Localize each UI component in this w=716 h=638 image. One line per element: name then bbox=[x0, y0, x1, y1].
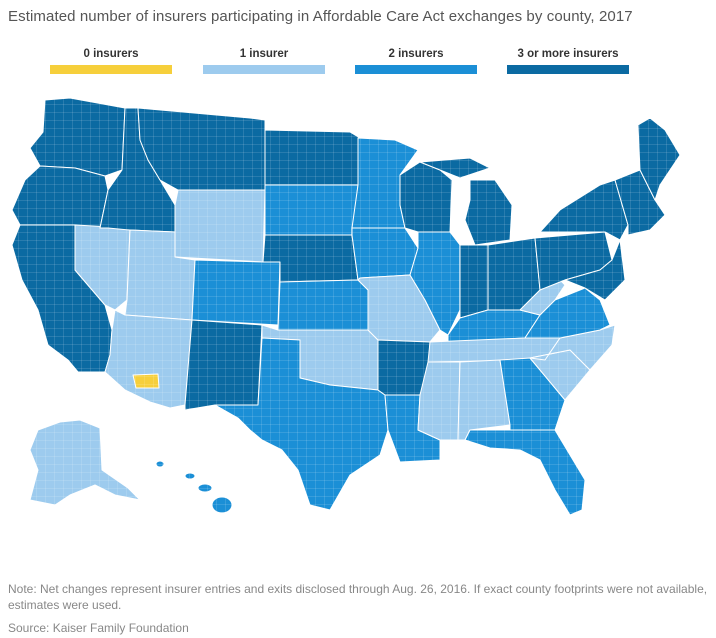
region-arizona bbox=[104, 309, 193, 409]
region-north-dakota bbox=[264, 129, 361, 186]
legend-swatch-2 bbox=[355, 65, 477, 74]
region-iowa bbox=[351, 227, 419, 281]
chart-title: Estimated number of insurers participati… bbox=[8, 8, 633, 25]
legend-label-3: 3 or more insurers bbox=[517, 48, 619, 60]
region-hawaii-4 bbox=[155, 460, 165, 468]
region-colorado bbox=[191, 259, 281, 326]
region-hawaii-3 bbox=[184, 472, 196, 480]
region-kansas bbox=[277, 279, 369, 331]
region-pinal-county-az bbox=[132, 373, 160, 389]
region-florida bbox=[464, 429, 586, 516]
region-wisconsin bbox=[399, 161, 453, 233]
legend-item-1: 1 insurer bbox=[203, 48, 325, 74]
legend-label-0: 0 insurers bbox=[83, 48, 139, 60]
region-south-dakota bbox=[264, 184, 359, 236]
state-regions bbox=[11, 97, 681, 516]
region-hawaii-2 bbox=[197, 483, 213, 493]
region-hawaii-1 bbox=[211, 496, 233, 514]
region-wyoming bbox=[174, 189, 266, 263]
legend-swatch-0 bbox=[50, 65, 172, 74]
us-county-map bbox=[0, 88, 716, 568]
legend-label-1: 1 insurer bbox=[239, 48, 289, 60]
footnote: Note: Net changes represent insurer entr… bbox=[8, 582, 708, 612]
legend-item-3: 3 or more insurers bbox=[507, 48, 629, 74]
legend-swatch-3 bbox=[507, 65, 629, 74]
legend-label-2: 2 insurers bbox=[388, 48, 444, 60]
region-new-mexico bbox=[184, 319, 263, 411]
legend-item-0: 0 insurers bbox=[50, 48, 172, 74]
legend-swatch-1 bbox=[203, 65, 325, 74]
region-indiana bbox=[459, 244, 489, 319]
legend: 0 insurers 1 insurer 2 insurers 3 or mor… bbox=[0, 48, 716, 78]
region-michigan bbox=[464, 179, 513, 246]
source-credit: Source: Kaiser Family Foundation bbox=[8, 621, 189, 635]
region-washington bbox=[29, 97, 126, 177]
region-oregon bbox=[11, 165, 109, 229]
legend-item-2: 2 insurers bbox=[355, 48, 477, 74]
region-alaska bbox=[29, 419, 141, 506]
region-new-york bbox=[539, 179, 629, 241]
